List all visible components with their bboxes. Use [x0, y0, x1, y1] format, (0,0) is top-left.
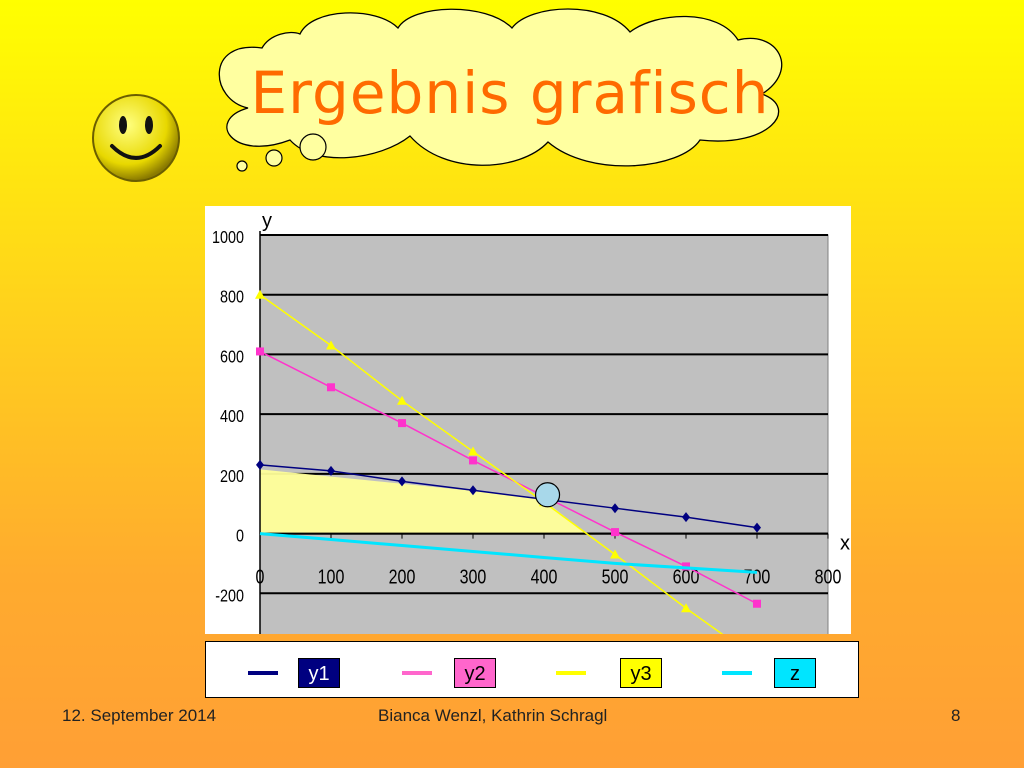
legend-line-y1: [248, 671, 278, 675]
point-y3: [255, 289, 265, 299]
series-line-y2: [259, 350, 758, 605]
point-y2: [469, 456, 477, 465]
y-axis-label: y: [262, 210, 272, 232]
series-line-z: [259, 532, 758, 574]
point-y3: [326, 340, 336, 350]
cloud-shape: [218, 8, 783, 167]
point-y1: [327, 465, 335, 476]
line-chart: 10008006004002000-200-400010020030040050…: [212, 210, 850, 634]
legend-label-y3: y3: [620, 658, 662, 688]
series-line-y3: [259, 294, 724, 634]
point-y3: [468, 446, 478, 456]
y-tick-label: 1000: [212, 228, 244, 248]
x-tick-label: 700: [744, 566, 771, 588]
point-y3: [397, 395, 407, 405]
thought-bubble-medium: [265, 149, 283, 167]
x-tick-label: 200: [389, 566, 416, 588]
y-tick-label: 800: [220, 287, 244, 307]
legend-label-y2: y2: [454, 658, 496, 688]
chart-container: 10008006004002000-200-400010020030040050…: [205, 206, 851, 634]
footer-date: 12. September 2014: [62, 706, 217, 725]
y-tick-label: 400: [220, 407, 244, 427]
thought-bubble-small: [236, 160, 248, 172]
optimum-point: [534, 482, 561, 508]
point-y1: [682, 512, 690, 523]
point-y2: [611, 528, 619, 537]
x-axis-label: x: [840, 533, 850, 555]
point-y3: [610, 549, 620, 559]
footer-authors: Bianca Wenzl, Kathrin Schragl: [378, 706, 608, 725]
x-tick-label: 300: [460, 566, 487, 588]
legend-line-z: [722, 671, 752, 675]
legend-label-z: z: [774, 658, 816, 688]
x-tick-label: 800: [815, 566, 842, 588]
y-tick-label: 200: [220, 466, 244, 486]
y-tick-label: -200: [215, 586, 244, 606]
point-y1: [753, 522, 761, 533]
smiley-icon: [92, 94, 180, 182]
feasible-region: [260, 469, 587, 534]
x-tick-label: 100: [318, 566, 345, 588]
point-y1: [256, 459, 264, 470]
point-y2: [753, 599, 761, 608]
legend-label-y1: y1: [298, 658, 340, 688]
legend-line-y3: [556, 671, 586, 675]
point-y3: [681, 603, 691, 613]
x-tick-label: 0: [256, 566, 265, 588]
chart-legend: y1 y2 y3 z: [205, 641, 859, 698]
footer-page-number: 8: [951, 706, 961, 725]
point-y2: [327, 383, 335, 392]
point-y2: [398, 419, 406, 428]
point-y2: [256, 347, 264, 356]
x-tick-label: 400: [531, 566, 558, 588]
slide-title: Ergebnis grafisch: [250, 59, 770, 127]
point-y1: [469, 485, 477, 496]
point-y1: [398, 476, 406, 487]
thought-cloud: [218, 8, 783, 172]
x-tick-label: 500: [602, 566, 629, 588]
plot-area: [259, 234, 829, 634]
legend-line-y2: [402, 671, 432, 675]
y-tick-label: 600: [220, 347, 244, 367]
series-line-y1: [259, 464, 758, 529]
thought-bubble-large: [299, 133, 327, 161]
point-y1: [611, 503, 619, 514]
y-tick-label: 0: [236, 526, 244, 546]
x-tick-label: 600: [673, 566, 700, 588]
